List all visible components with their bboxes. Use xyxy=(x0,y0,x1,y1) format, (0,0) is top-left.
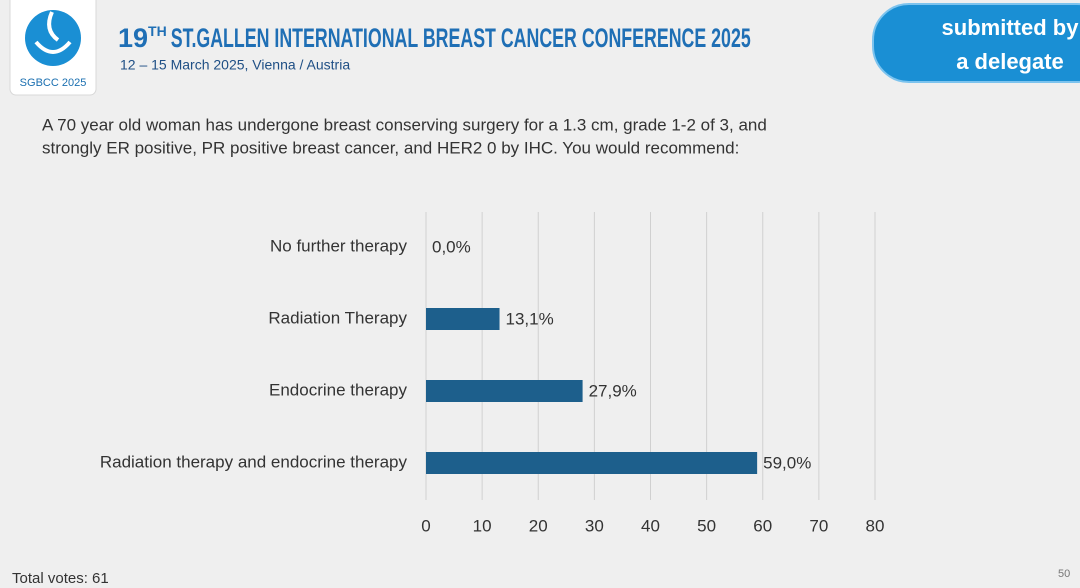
bar xyxy=(426,308,500,330)
value-label: 59,0% xyxy=(763,453,811,472)
title-rest: ST.GALLEN INTERNATIONAL BREAST CANCER CO… xyxy=(171,23,751,53)
category-label: Radiation therapy and endocrine therapy xyxy=(100,452,408,471)
x-tick-label: 20 xyxy=(529,516,548,535)
x-tick-label: 40 xyxy=(641,516,660,535)
question-line: A 70 year old woman has undergone breast… xyxy=(42,115,767,134)
x-tick-label: 80 xyxy=(866,516,885,535)
title-suffix: TH xyxy=(148,23,167,39)
question-line: strongly ER positive, PR positive breast… xyxy=(42,138,739,157)
badge xyxy=(872,3,1080,83)
category-label: No further therapy xyxy=(270,236,408,255)
page-number: 50 xyxy=(1058,568,1070,580)
logo-curve xyxy=(34,40,72,54)
x-tick-label: 10 xyxy=(473,516,492,535)
x-tick-label: 30 xyxy=(585,516,604,535)
category-label: Radiation Therapy xyxy=(268,308,407,327)
value-label: 0,0% xyxy=(432,237,471,256)
title-number: 19 xyxy=(118,23,148,53)
conference-title: 19TH ST.GALLEN INTERNATIONAL BREAST CANCE… xyxy=(118,23,751,53)
value-label: 13,1% xyxy=(506,309,554,328)
category-label: Endocrine therapy xyxy=(269,380,407,399)
logo-drop xyxy=(47,11,60,42)
total-votes: Total votes: 61 xyxy=(12,570,109,587)
plot: 0 10 20 30 40 50 60 70 80 No further therapy 0,0% R… xyxy=(100,212,885,535)
value-label: 27,9% xyxy=(589,381,637,400)
bar xyxy=(426,380,583,402)
badge-line: submitted by xyxy=(942,15,1080,40)
bar xyxy=(426,452,758,474)
conference-subtitle: 12 – 15 March 2025, Vienna / Austria xyxy=(120,57,350,73)
x-tick-label: 60 xyxy=(753,516,772,535)
x-tick-label: 70 xyxy=(809,516,828,535)
logo-text: SGBCC 2025 xyxy=(20,77,87,89)
badge-line: a delegate xyxy=(956,49,1064,74)
x-tick-label: 50 xyxy=(697,516,716,535)
x-tick-label: 0 xyxy=(421,516,430,535)
